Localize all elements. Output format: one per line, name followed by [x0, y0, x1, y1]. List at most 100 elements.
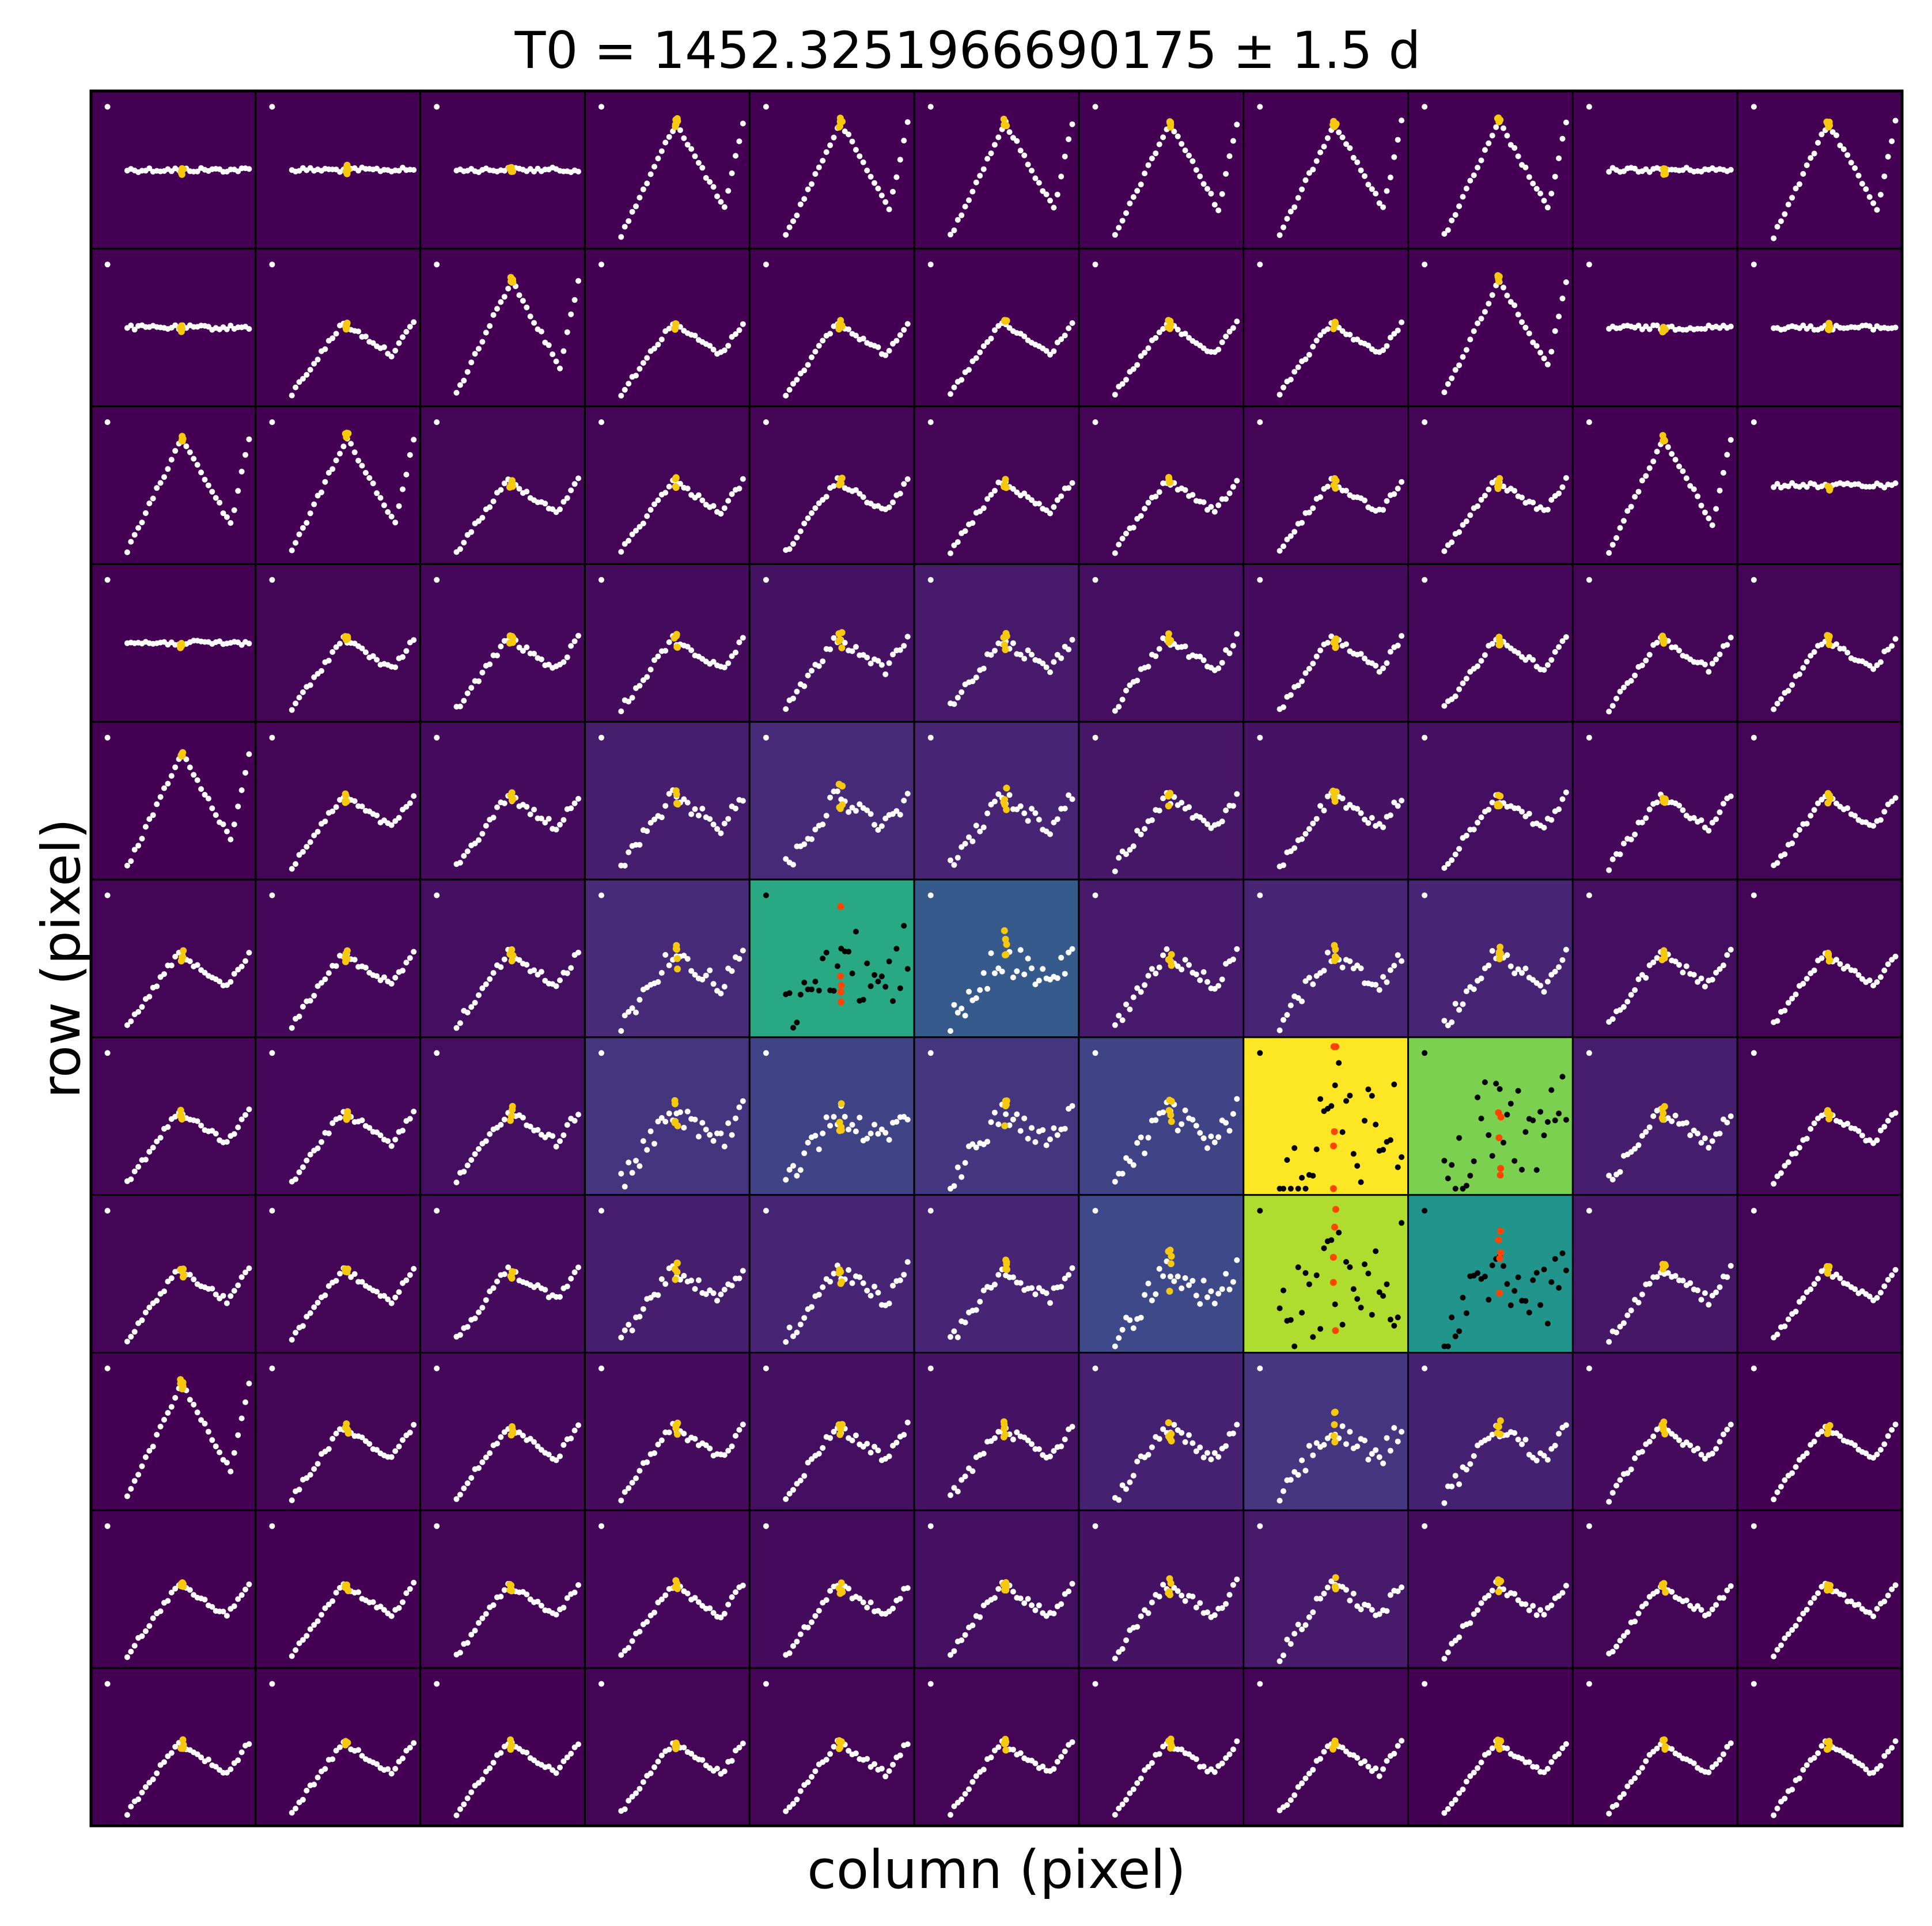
transit-point: [837, 903, 844, 910]
transit-point: [1824, 790, 1832, 797]
light-curve-point: [388, 354, 395, 360]
light-curve-point: [1226, 1128, 1233, 1134]
light-curve-point: [1541, 1612, 1547, 1618]
light-curve-point: [1182, 147, 1188, 154]
transit-point: [342, 1584, 349, 1591]
light-curve-point: [1062, 1125, 1068, 1132]
light-curve-point: [1544, 1321, 1551, 1327]
light-curve-point: [725, 816, 732, 822]
light-curve-point: [786, 1804, 793, 1810]
light-curve-point: [407, 955, 413, 961]
light-curve-point: [124, 1493, 130, 1499]
light-curve-point: [991, 798, 998, 805]
light-curve-point: [1870, 1613, 1877, 1620]
transit-point: [1494, 801, 1501, 808]
light-curve-point: [812, 171, 819, 177]
light-curve-point: [805, 362, 811, 368]
light-curve-point: [545, 1764, 552, 1769]
transit-point: [1495, 1579, 1502, 1587]
light-curve-point: [980, 970, 987, 976]
light-curve-point: [1211, 1301, 1218, 1307]
light-curve-point: [1785, 1159, 1791, 1165]
light-curve-point: [1299, 1310, 1305, 1316]
light-curve-point: [1515, 1274, 1521, 1280]
light-curve-point: [1537, 1302, 1544, 1308]
light-curve-point: [1463, 347, 1469, 353]
light-curve-point: [827, 1279, 834, 1285]
light-curve-point: [740, 1421, 746, 1428]
pixel-cell: [584, 721, 751, 881]
light-curve-point: [322, 1292, 328, 1298]
light-curve-point: [1343, 1441, 1349, 1447]
light-curve-point: [1010, 1116, 1016, 1123]
light-curve-point: [1399, 798, 1405, 803]
light-curve-point: [1782, 1163, 1788, 1169]
light-curve-point: [325, 1601, 332, 1607]
light-curve-point: [1471, 328, 1477, 334]
transit-point: [509, 1268, 516, 1275]
light-curve-point: [710, 1610, 717, 1616]
light-curve-point: [1391, 799, 1397, 806]
light-curve-point: [1526, 1607, 1532, 1613]
light-curve-point: [805, 1624, 811, 1631]
light-curve-point: [1724, 1743, 1730, 1750]
light-curve-point: [867, 173, 874, 180]
light-curve-point: [1175, 1127, 1181, 1133]
light-curve-point: [710, 503, 717, 509]
light-curve-point: [1123, 1637, 1129, 1643]
light-curve-point: [662, 647, 669, 654]
light-curve-point: [901, 1272, 907, 1278]
light-curve-point: [1200, 1454, 1207, 1461]
light-curve-point: [640, 520, 646, 526]
light-curve-point: [1295, 1472, 1301, 1478]
transit-point: [838, 629, 846, 636]
pixel-cell: [748, 1352, 915, 1511]
outlier-point: [104, 1681, 111, 1687]
light-curve-point: [1399, 479, 1405, 485]
light-curve-point: [1478, 157, 1484, 164]
light-curve-point: [1552, 173, 1558, 180]
light-curve-point: [1153, 653, 1159, 659]
light-curve-point: [1452, 851, 1459, 858]
light-curve-point: [1043, 664, 1050, 670]
light-curve-point: [168, 1750, 175, 1756]
light-curve-point: [901, 481, 907, 487]
light-curve-point: [135, 1009, 142, 1015]
light-curve-point: [626, 1485, 632, 1491]
light-curve-point: [300, 1637, 306, 1643]
outlier-point: [1092, 892, 1098, 898]
light-curve-point: [736, 327, 743, 333]
light-curve-point: [809, 354, 815, 361]
light-curve-point: [293, 861, 299, 867]
light-curve-point: [1782, 851, 1788, 858]
light-curve-point: [1837, 1433, 1843, 1439]
light-curve-point: [684, 799, 691, 806]
light-curve-point: [476, 992, 482, 998]
light-curve-point: [1522, 1436, 1529, 1443]
light-curve-point: [1489, 799, 1495, 806]
light-curve-point: [1522, 164, 1529, 170]
light-curve-point: [1852, 1442, 1858, 1449]
light-curve-point: [864, 1440, 870, 1447]
light-curve-point: [1142, 506, 1148, 512]
light-curve-point: [995, 791, 1002, 797]
outlier-point: [927, 419, 934, 425]
light-curve-point: [535, 1127, 541, 1133]
light-curve-point: [1456, 686, 1463, 692]
pixel-cell: [1078, 721, 1245, 881]
light-curve-point: [1774, 1806, 1781, 1811]
light-curve-point: [388, 822, 395, 828]
light-curve-point: [1230, 1746, 1236, 1753]
light-curve-point: [1486, 486, 1492, 492]
light-curve-point: [882, 199, 889, 205]
light-curve-point: [1287, 1477, 1294, 1483]
light-curve-point: [721, 664, 728, 670]
light-curve-point: [1281, 704, 1286, 710]
light-curve-point: [699, 497, 706, 503]
light-curve-point: [1613, 1643, 1620, 1650]
light-curve-point: [809, 668, 815, 674]
light-curve-point: [703, 175, 709, 181]
light-curve-point: [640, 360, 646, 366]
light-curve-point: [1145, 1280, 1151, 1287]
light-curve-point: [187, 958, 193, 964]
